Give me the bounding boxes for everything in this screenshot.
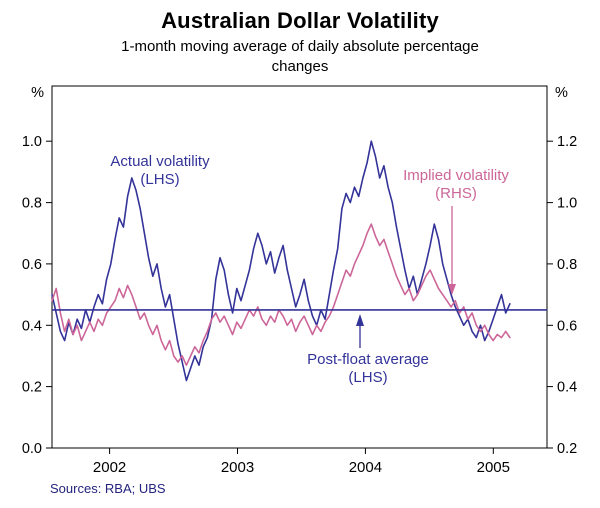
- actual-volatility-label: Actual volatility: [110, 153, 210, 170]
- left-axis-tick-label: 0.6: [22, 257, 42, 273]
- right-axis-tick-label: 1.2: [557, 134, 577, 150]
- volatility-chart: 0.0 0.2 0.4 0.6 0.8 1.0 0.2 0.4 0.6 0.8 1.0 1.2 2002…: [22, 85, 577, 476]
- left-axis-tick-label: 0.4: [22, 318, 42, 334]
- x-axis-tick-label: 2005: [477, 459, 510, 476]
- chart-plot-container: 0.0 0.2 0.4 0.6 0.8 1.0 0.2 0.4 0.6 0.8 1.0 1.2 2002…: [0, 76, 600, 476]
- x-axis-tick-label: 2004: [349, 459, 382, 476]
- source-note: Sources: RBA; UBS: [50, 481, 166, 496]
- left-axis-tick-label: 0.8: [22, 196, 42, 212]
- x-axis-tick-label: 2003: [221, 459, 254, 476]
- implied-volatility-label: Implied volatility: [403, 167, 509, 184]
- right-axis-tick-label: 0.4: [557, 380, 577, 396]
- implied-volatility-arrowhead: [448, 284, 456, 295]
- actual-volatility-label-lhs: (LHS): [140, 171, 179, 188]
- left-axis-tick-label: 1.0: [22, 134, 42, 150]
- post-float-average-arrowhead: [356, 314, 364, 326]
- plot-frame: [51, 85, 548, 449]
- left-axis-tick-label: 0.2: [22, 380, 42, 396]
- actual-volatility-line: [51, 140, 511, 382]
- implied-volatility-line: [51, 223, 511, 367]
- right-axis-tick-label: 1.0: [557, 196, 577, 212]
- post-float-average-label-lhs: (LHS): [348, 369, 387, 386]
- left-axis-tick-label: 0.0: [22, 441, 42, 457]
- right-axis-tick-label: 0.6: [557, 318, 577, 334]
- chart-subtitle-line2: changes: [271, 57, 329, 75]
- chart-subtitle: 1-month moving average of daily absolute…: [0, 37, 600, 76]
- left-axis-unit: %: [31, 85, 44, 101]
- right-axis-unit: %: [555, 85, 568, 101]
- right-axis-tick-label: 0.2: [557, 441, 577, 457]
- right-axis-tick-label: 0.8: [557, 257, 577, 273]
- implied-volatility-label-rhs: (RHS): [435, 185, 477, 202]
- chart-subtitle-line1: 1-month moving average of daily absolute…: [121, 38, 479, 55]
- chart-title: Australian Dollar Volatility: [161, 8, 439, 33]
- x-axis-tick-label: 2002: [93, 459, 126, 476]
- post-float-average-label: Post-float average: [307, 351, 429, 368]
